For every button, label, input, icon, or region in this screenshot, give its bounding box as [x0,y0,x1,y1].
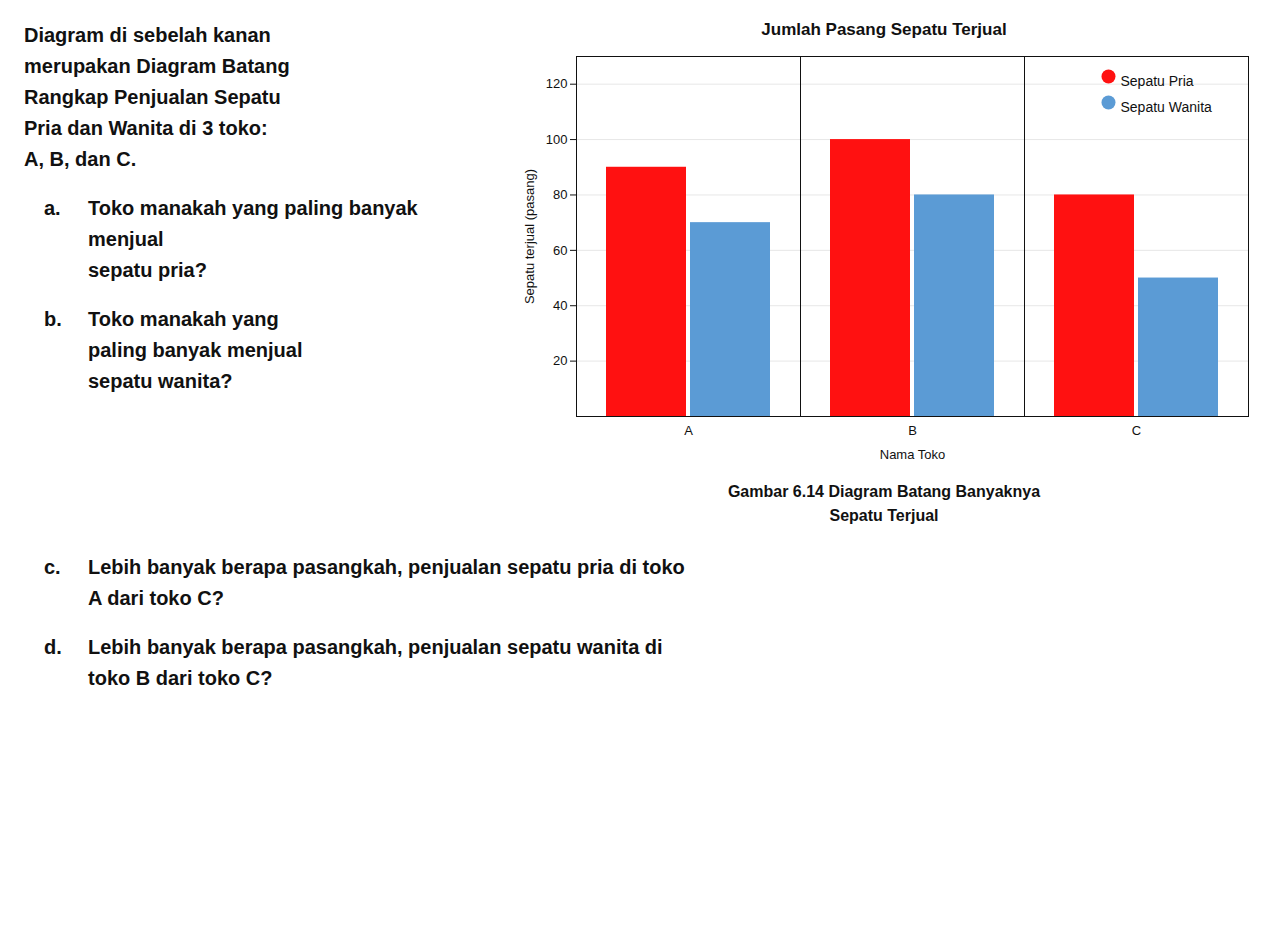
svg-text:Nama Toko: Nama Toko [880,447,946,462]
html-text:a.: a. [44,197,61,219]
html-text:d.: d. [44,636,62,658]
svg-text:120: 120 [546,76,568,91]
svg-text:C: C [1132,423,1141,438]
svg-text:A: A [684,423,693,438]
html-text:Diagram di sebelah kanan merup: Diagram di sebelah kanan merupakan Diagr… [24,24,290,170]
svg-text:Sepatu terjual (pasang): Sepatu terjual (pasang) [522,169,537,304]
svg-text:40: 40 [553,298,567,313]
svg-text:B: B [908,423,917,438]
html-text:Toko manakah yang paling banya: Toko manakah yang paling banyak menjual … [88,197,418,281]
html-text:Gambar 6.14 Diagram Batang Ban: Gambar 6.14 Diagram Batang Banyaknya Sep… [727,483,1041,524]
html-text:Lebih banyak berapa pasangkah,: Lebih banyak berapa pasangkah, penjualan… [88,556,685,609]
svg-text:80: 80 [553,187,567,202]
svg-text:60: 60 [553,243,567,258]
html-text:Jumlah Pasang Sepatu Terjual: Jumlah Pasang Sepatu Terjual [761,20,1007,39]
html-text:Lebih banyak berapa pasangkah,: Lebih banyak berapa pasangkah, penjualan… [88,636,663,689]
html-text:c.: c. [44,556,61,578]
svg-text:Sepatu Pria: Sepatu Pria [1121,73,1194,89]
html-text:b.: b. [44,308,62,330]
svg-text:20: 20 [553,353,567,368]
svg-text:100: 100 [546,132,568,147]
html-text:Toko manakah yang paling banya: Toko manakah yang paling banyak menjual … [88,308,303,392]
svg-text:Sepatu Wanita: Sepatu Wanita [1121,99,1213,115]
